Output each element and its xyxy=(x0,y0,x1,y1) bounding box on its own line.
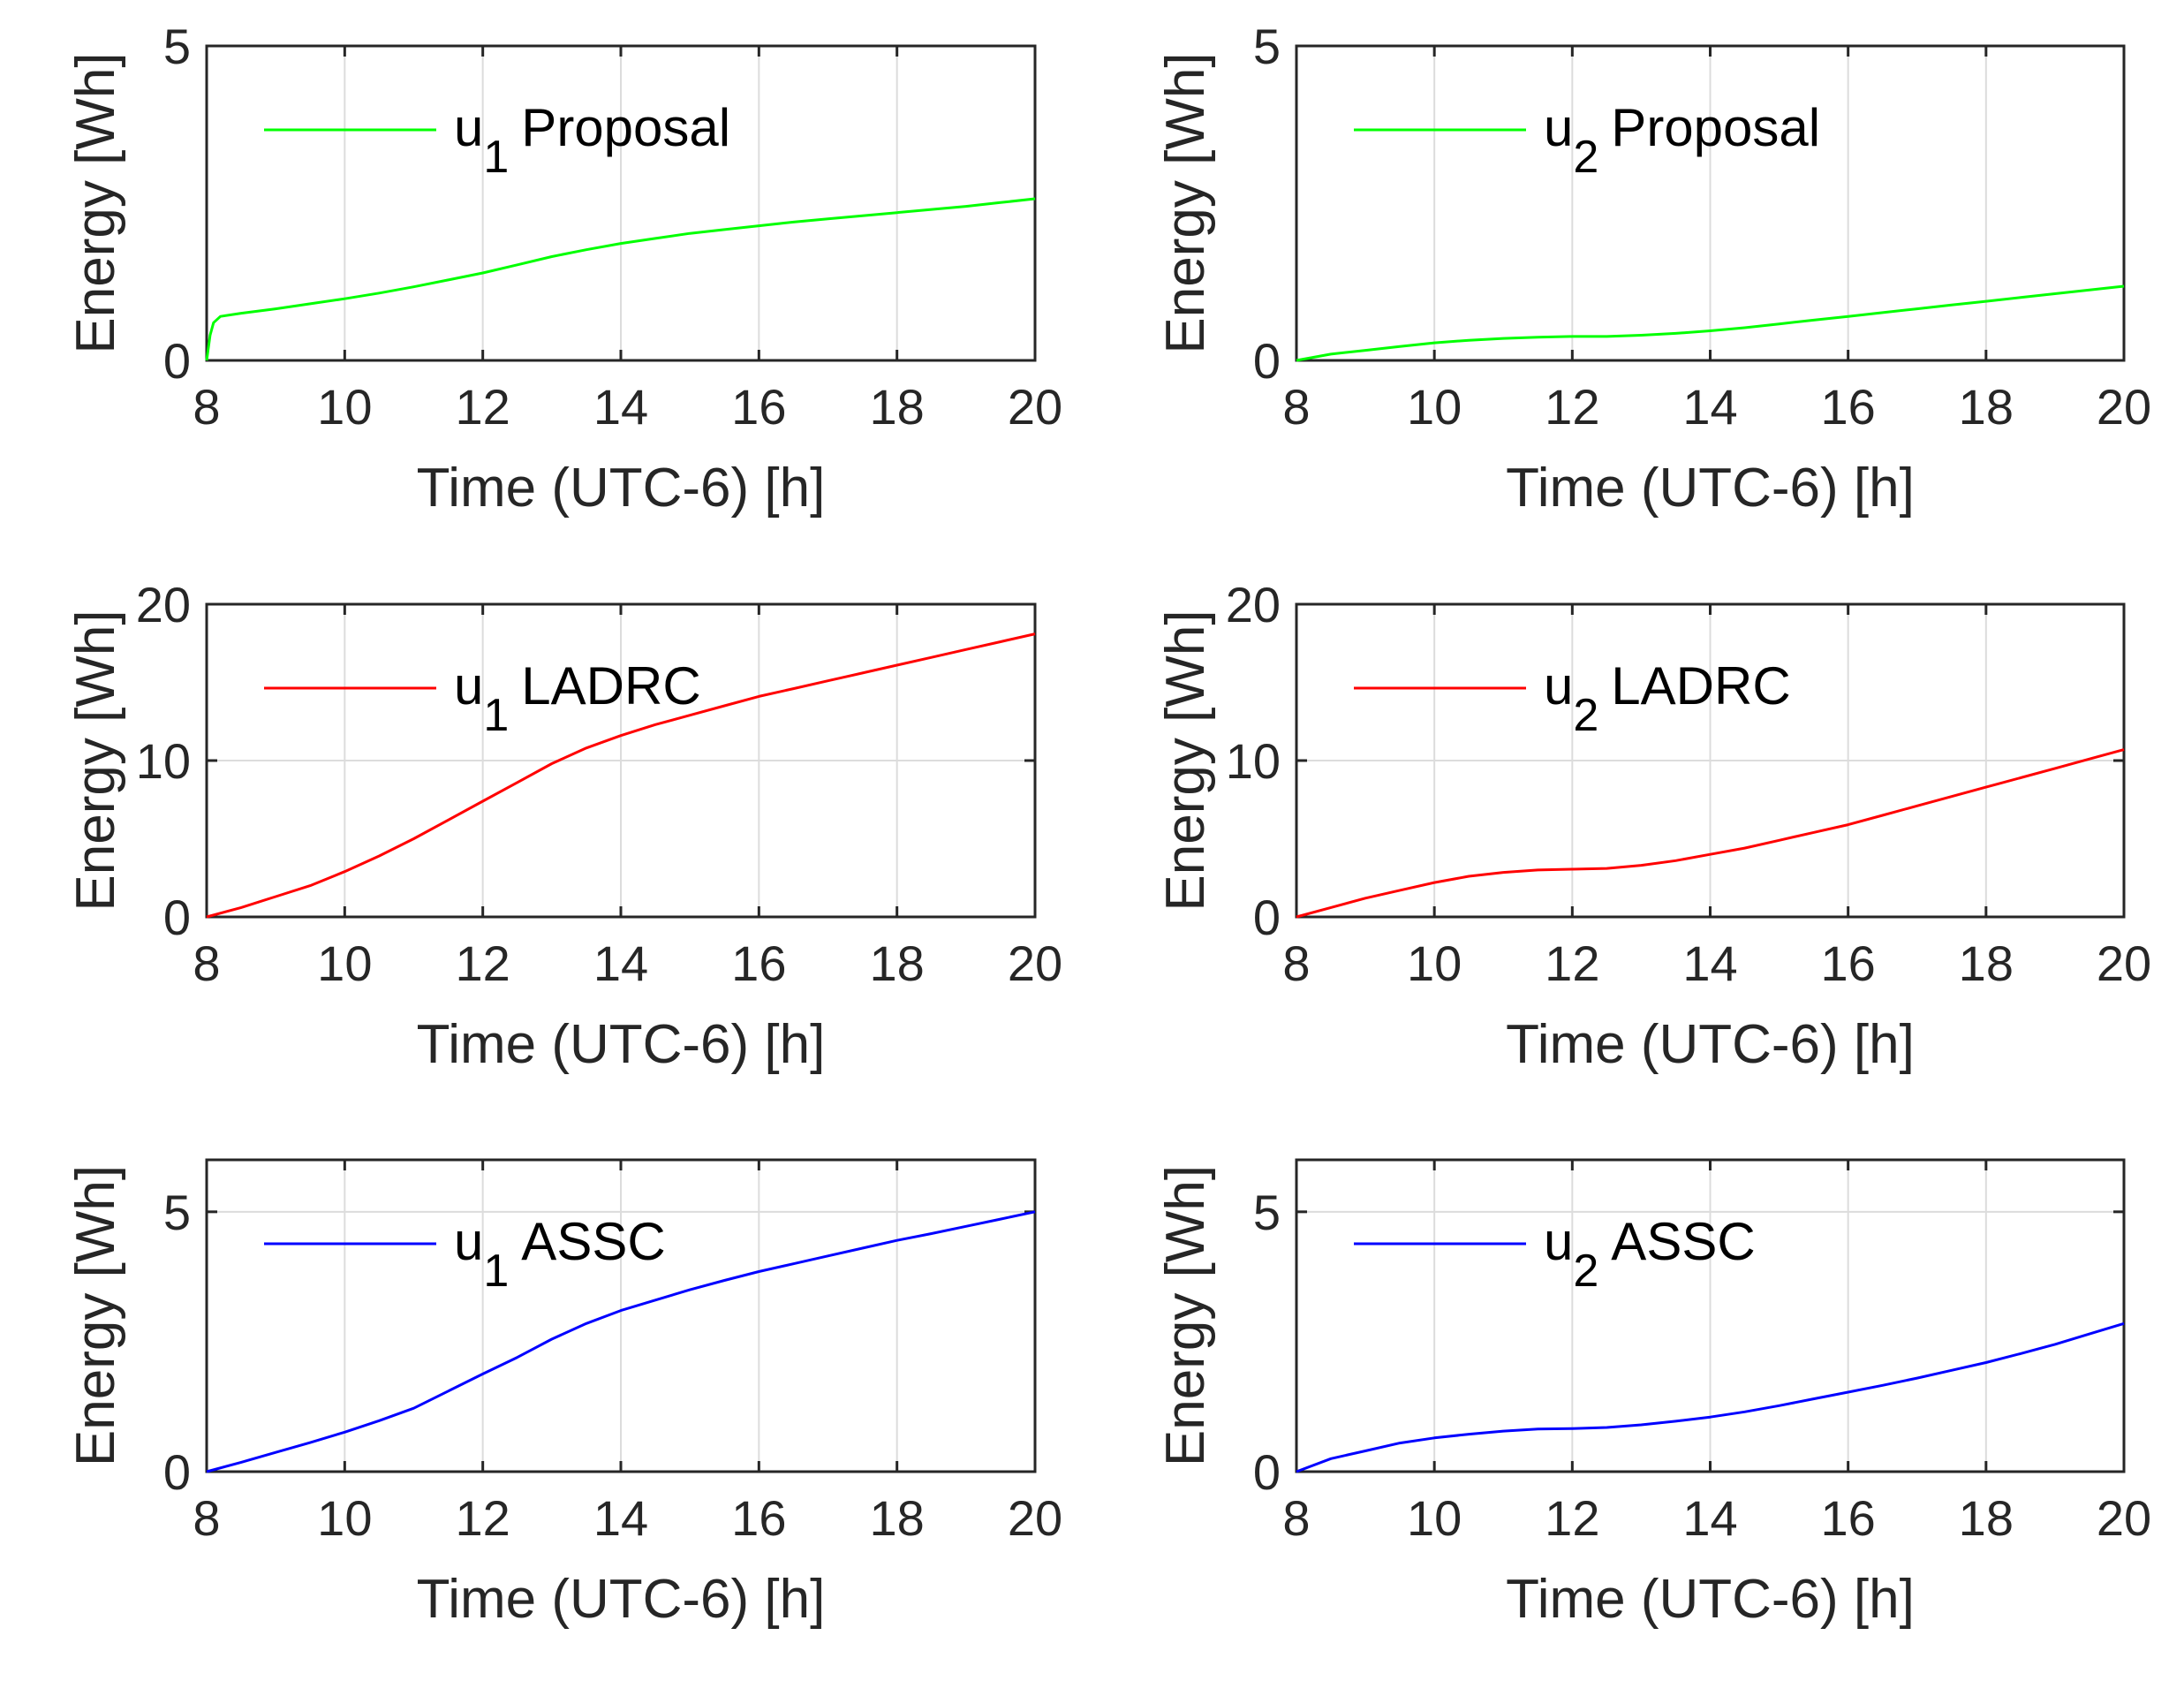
y-tick-label: 0 xyxy=(163,1444,191,1500)
x-tick-label: 8 xyxy=(1282,935,1310,991)
legend-label: u1 ASSC xyxy=(454,1212,666,1297)
x-tick-label: 18 xyxy=(870,379,925,435)
x-tick-label: 12 xyxy=(1545,935,1599,991)
y-tick-label: 5 xyxy=(163,1185,191,1240)
legend-label: u2 Proposal xyxy=(1544,98,1820,183)
x-tick-label: 8 xyxy=(193,935,220,991)
x-tick-label: 10 xyxy=(1407,1490,1462,1546)
legend-label: u2 ASSC xyxy=(1544,1212,1756,1297)
x-tick-label: 16 xyxy=(731,1490,786,1546)
x-tick-label: 12 xyxy=(1545,379,1599,435)
x-tick-label: 8 xyxy=(193,1490,220,1546)
x-tick-label: 8 xyxy=(1282,379,1310,435)
x-tick-label: 20 xyxy=(1008,379,1062,435)
series-line-assc xyxy=(1296,1321,2125,1473)
x-tick-label: 20 xyxy=(2097,1490,2151,1546)
x-axis-label: Time (UTC-6) [h] xyxy=(417,1569,826,1630)
x-tick-label: 12 xyxy=(1545,1490,1599,1546)
y-axis-label: Energy [Wh] xyxy=(65,52,126,353)
y-tick-label: 10 xyxy=(136,733,191,789)
y-tick-label: 5 xyxy=(1253,19,1281,74)
y-axis-label: Energy [Wh] xyxy=(65,1165,126,1466)
x-tick-label: 20 xyxy=(1008,935,1062,991)
x-tick-label: 18 xyxy=(1959,379,2014,435)
x-axis-label: Time (UTC-6) [h] xyxy=(417,1014,826,1075)
y-tick-label: 5 xyxy=(163,19,191,74)
legend-label: u1 Proposal xyxy=(454,98,730,183)
series-line-assc xyxy=(206,1210,1036,1473)
x-tick-label: 20 xyxy=(2097,935,2151,991)
x-tick-label: 18 xyxy=(1959,935,2014,991)
y-axis-label: Energy [Wh] xyxy=(1155,1165,1216,1466)
x-axis-label: Time (UTC-6) [h] xyxy=(1506,1569,1915,1630)
x-tick-label: 10 xyxy=(317,1490,372,1546)
x-tick-label: 18 xyxy=(870,1490,925,1546)
legend-label: u2 LADRC xyxy=(1544,656,1791,741)
y-axis-label: Energy [Wh] xyxy=(65,610,126,911)
x-tick-label: 12 xyxy=(456,1490,510,1546)
series-line-ladrc xyxy=(1296,748,2125,919)
series-line-proposal xyxy=(205,197,1036,361)
y-tick-label: 10 xyxy=(1226,733,1281,789)
legend-label: u1 LADRC xyxy=(454,656,701,741)
x-tick-label: 20 xyxy=(1008,1490,1062,1546)
x-tick-label: 10 xyxy=(1407,935,1462,991)
chart-panel-3: 8 10 12 14 16 18 20 0 10 20 Time (UTC-6) [h] Energy… xyxy=(65,577,1062,1075)
x-tick-label: 10 xyxy=(1407,379,1462,435)
series-line-proposal xyxy=(1296,284,2125,362)
x-tick-label: 12 xyxy=(456,935,510,991)
x-tick-label: 16 xyxy=(1821,379,1876,435)
y-axis-label: Energy [Wh] xyxy=(1155,610,1216,911)
x-tick-label: 16 xyxy=(731,379,786,435)
y-axis-label: Energy [Wh] xyxy=(1155,52,1216,353)
chart-panel-5: 8 10 12 14 16 18 20 0 5 Time (UTC-6) [h] Energy [W… xyxy=(65,1158,1062,1630)
y-tick-label: 0 xyxy=(1253,890,1281,945)
x-tick-label: 10 xyxy=(317,935,372,991)
y-tick-label: 0 xyxy=(1253,1444,1281,1500)
chart-panel-2: 8 10 12 14 16 18 20 0 5 Time (UTC-6) [h] Energy [W… xyxy=(1155,19,2151,519)
x-tick-label: 18 xyxy=(1959,1490,2014,1546)
series-line-ladrc xyxy=(206,632,1036,919)
y-tick-label: 20 xyxy=(1226,577,1281,632)
x-tick-label: 14 xyxy=(593,935,648,991)
x-axis-label: Time (UTC-6) [h] xyxy=(1506,1014,1915,1075)
chart-panel-6: 8 10 12 14 16 18 20 0 5 Time (UTC-6) [h] Energy [W… xyxy=(1155,1158,2151,1630)
x-tick-label: 8 xyxy=(193,379,220,435)
x-tick-label: 12 xyxy=(456,379,510,435)
x-tick-label: 14 xyxy=(593,379,648,435)
y-tick-label: 0 xyxy=(163,890,191,945)
x-tick-label: 16 xyxy=(731,935,786,991)
chart-panel-1: 8 10 12 14 16 18 20 0 5 Time (UTC-6) [h] Energy [W… xyxy=(65,19,1062,519)
y-tick-label: 0 xyxy=(1253,333,1281,389)
x-tick-label: 14 xyxy=(1682,379,1737,435)
x-tick-label: 14 xyxy=(1682,935,1737,991)
x-axis-label: Time (UTC-6) [h] xyxy=(1506,458,1915,519)
chart-panel-4: 8 10 12 14 16 18 20 0 10 20 Time (UTC-6) [h] Energy… xyxy=(1155,577,2151,1075)
x-tick-label: 8 xyxy=(1282,1490,1310,1546)
x-axis-label: Time (UTC-6) [h] xyxy=(417,458,826,519)
x-tick-label: 14 xyxy=(593,1490,648,1546)
y-tick-label: 20 xyxy=(136,577,191,632)
x-tick-label: 16 xyxy=(1821,1490,1876,1546)
x-tick-label: 20 xyxy=(2097,379,2151,435)
x-tick-label: 14 xyxy=(1682,1490,1737,1546)
x-tick-label: 10 xyxy=(317,379,372,435)
y-tick-label: 5 xyxy=(1253,1185,1281,1240)
x-tick-label: 18 xyxy=(870,935,925,991)
y-tick-label: 0 xyxy=(163,333,191,389)
x-tick-label: 16 xyxy=(1821,935,1876,991)
